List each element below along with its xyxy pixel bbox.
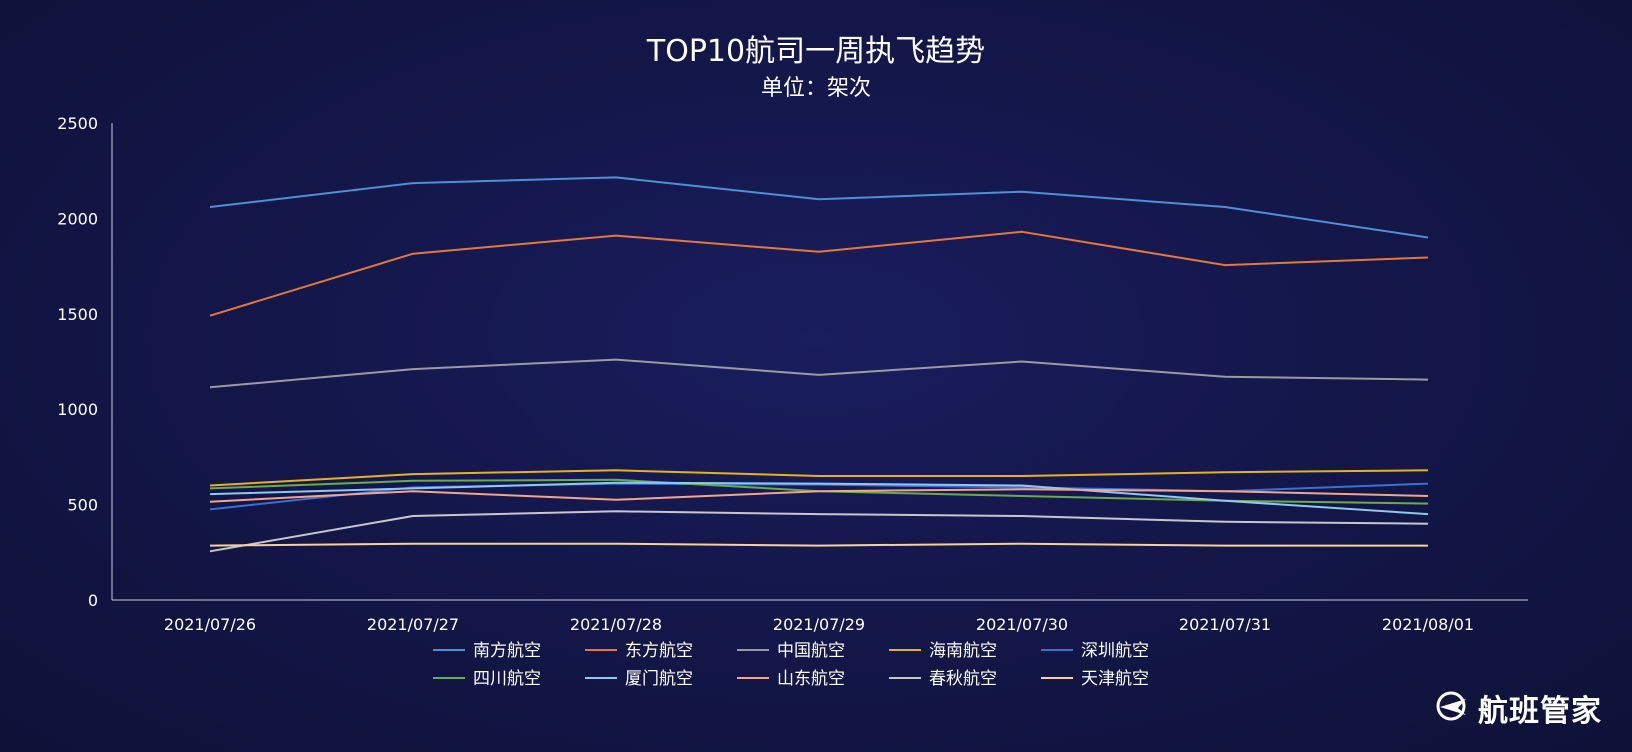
series-line — [209, 482, 1429, 511]
chart-axes: 0 500 1000 1500 2000 2500 2021/07/26 2021/07/27… — [57, 114, 1528, 634]
x-tick-label: 2021/07/30 — [976, 615, 1068, 634]
brand: 航班管家 — [1436, 686, 1602, 730]
series-line — [209, 542, 1428, 547]
y-tick-label: 1000 — [57, 400, 98, 419]
legend-label: 天津航空 — [1081, 669, 1149, 689]
series-line — [209, 488, 1429, 503]
chart-subtitle: 单位：架次 — [760, 76, 871, 101]
series-line — [209, 176, 1429, 239]
legend-label: 东方航空 — [625, 641, 693, 661]
series-line — [209, 481, 1429, 516]
plane-logo-icon — [1436, 691, 1470, 725]
legend-label: 四川航空 — [473, 669, 541, 689]
y-tick-label: 2000 — [57, 209, 98, 228]
x-tick-label: 2021/07/27 — [367, 615, 459, 634]
x-tick-label: 2021/07/31 — [1179, 615, 1271, 634]
x-tick-label: 2021/08/01 — [1382, 615, 1474, 634]
x-tick-label: 2021/07/28 — [570, 615, 662, 634]
y-tick-label: 500 — [67, 496, 98, 515]
legend-label: 南方航空 — [473, 641, 541, 661]
x-tick-label: 2021/07/29 — [773, 615, 865, 634]
legend-label: 深圳航空 — [1081, 641, 1149, 661]
y-tick-label: 1500 — [57, 305, 98, 324]
series-line — [209, 358, 1429, 389]
series-line — [209, 230, 1429, 317]
legend-label: 春秋航空 — [929, 669, 997, 689]
legend-label: 中国航空 — [777, 641, 845, 661]
brand-name: 航班管家 — [1478, 694, 1602, 729]
chart-title: TOP10航司一周执飞趋势 — [646, 34, 986, 69]
series-line — [209, 510, 1429, 553]
legend-label: 山东航空 — [777, 669, 845, 689]
legend-label: 海南航空 — [929, 641, 997, 661]
x-tick-label: 2021/07/26 — [164, 615, 256, 634]
y-tick-label: 0 — [88, 591, 98, 610]
legend-label: 厦门航空 — [625, 669, 693, 689]
series-line — [209, 469, 1429, 487]
y-tick-label: 2500 — [57, 114, 98, 133]
chart-series — [209, 176, 1429, 553]
